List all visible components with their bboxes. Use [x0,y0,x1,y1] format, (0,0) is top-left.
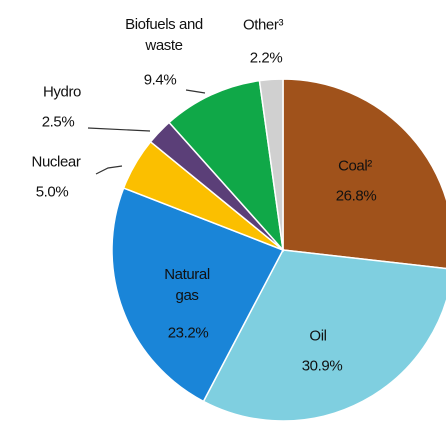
category-label: Hydro [42,83,81,101]
category-label: Coal² [338,157,372,175]
pie-slice [168,79,285,253]
pie-slice [282,78,446,270]
pie-slice [202,249,446,422]
pie-slice [111,187,285,403]
category-label: Natural gas [164,266,210,304]
leader-line [87,127,151,132]
value-label: 2.2% [249,49,283,67]
value-label: 30.9% [301,357,343,375]
category-label: Nuclear [31,153,81,171]
leader-line [95,165,123,175]
value-label: 5.0% [35,183,69,201]
category-label: Oil [309,327,327,345]
value-label: 26.8% [335,187,377,205]
pie [111,78,446,422]
leader-line [185,89,206,94]
pie-slice [258,78,284,251]
value-label: 23.2% [167,324,209,342]
value-label: 9.4% [143,71,177,89]
value-label: 2.5% [41,113,75,131]
category-label: Biofuels and waste [125,16,203,54]
category-label: Other³ [242,16,284,34]
